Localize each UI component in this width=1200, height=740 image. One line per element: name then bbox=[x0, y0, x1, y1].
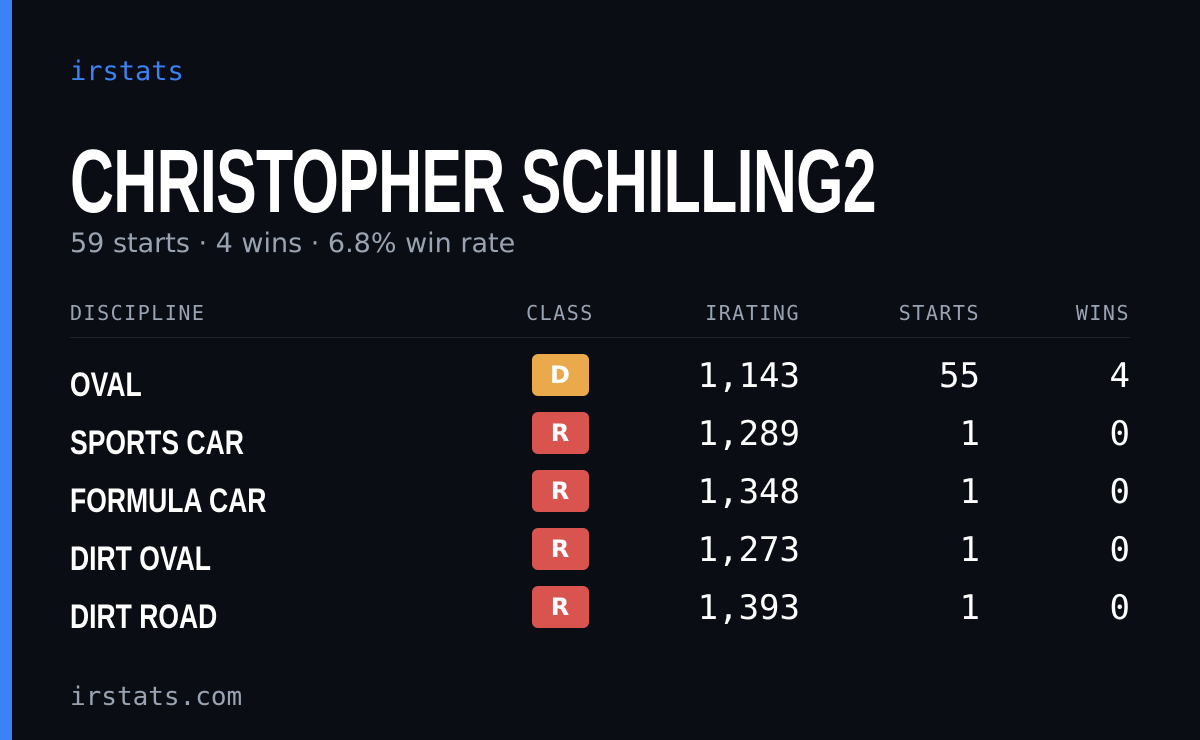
cell-value: 1,273 bbox=[697, 530, 800, 570]
column-header: IRATING bbox=[705, 301, 800, 325]
cell-value: 0 bbox=[1109, 414, 1130, 454]
discipline: SPORTS CAR bbox=[70, 424, 244, 462]
cell-value: 1,289 bbox=[697, 414, 800, 454]
class-badge: R bbox=[531, 470, 589, 512]
cell-value: 55 bbox=[939, 356, 980, 396]
class-badge: D bbox=[531, 354, 589, 396]
cell-value: 0 bbox=[1109, 588, 1130, 628]
class-badge: R bbox=[531, 412, 589, 454]
divider bbox=[70, 337, 1130, 338]
brand: irstats bbox=[70, 56, 184, 87]
column-header: DISCIPLINE bbox=[70, 301, 206, 325]
cell-value: 4 bbox=[1109, 356, 1130, 396]
accent-bar bbox=[0, 0, 12, 740]
cell-value: 1 bbox=[959, 588, 980, 628]
column-header: STARTS bbox=[898, 301, 980, 325]
discipline: OVAL bbox=[70, 366, 142, 404]
class-badge: R bbox=[531, 528, 589, 570]
column-header: WINS bbox=[1075, 301, 1130, 325]
cell-value: 0 bbox=[1109, 472, 1130, 512]
cell-value: 1 bbox=[959, 472, 980, 512]
cell-value: 1,348 bbox=[697, 472, 800, 512]
discipline: DIRT ROAD bbox=[70, 598, 218, 636]
discipline: DIRT OVAL bbox=[70, 540, 211, 578]
subtitle: 59 starts · 4 wins · 6.8% win rate bbox=[70, 228, 516, 259]
cell-value: 0 bbox=[1109, 530, 1130, 570]
column-header: CLASS bbox=[526, 301, 594, 325]
cell-value: 1,393 bbox=[697, 588, 800, 628]
cell-value: 1,143 bbox=[697, 356, 800, 396]
class-badge: R bbox=[531, 586, 589, 628]
discipline: FORMULA CAR bbox=[70, 482, 267, 520]
footer: irstats.com bbox=[70, 682, 243, 712]
cell-value: 1 bbox=[959, 530, 980, 570]
cell-value: 1 bbox=[959, 414, 980, 454]
title: CHRISTOPHER SCHILLING2 bbox=[70, 132, 877, 232]
